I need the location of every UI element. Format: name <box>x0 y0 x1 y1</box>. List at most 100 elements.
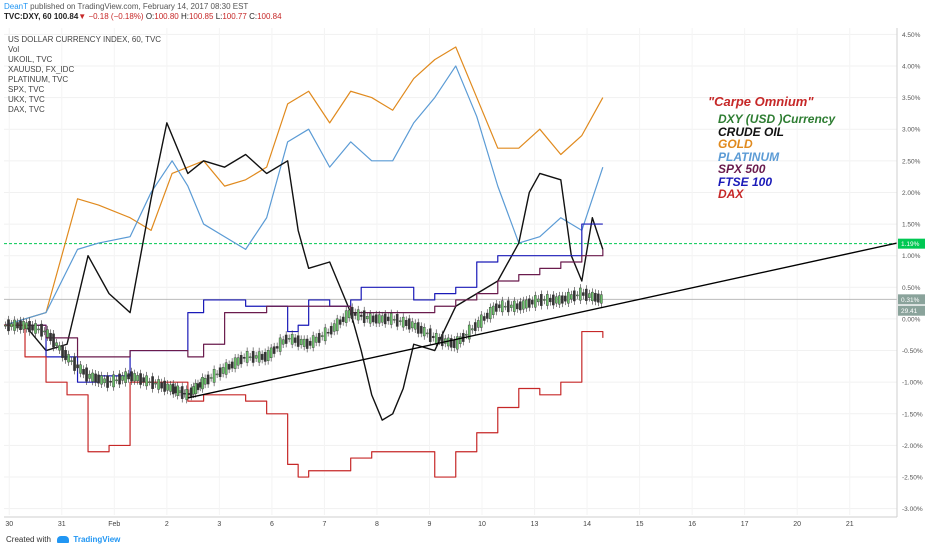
candle-body <box>530 300 534 305</box>
candle-body <box>302 338 306 347</box>
candle-body <box>398 320 402 322</box>
time-axis[interactable]: 30 31 Feb 2 3 6 7 8 9 10 13 14 15 16 17 20 21 <box>4 516 897 528</box>
candle-body <box>416 322 420 334</box>
candle-body <box>40 323 43 337</box>
legend-item-crude-oil: CRUDE OIL <box>718 124 784 139</box>
candle-body <box>543 299 546 301</box>
series-dxy-candles <box>4 284 603 404</box>
candle-body <box>365 316 369 320</box>
price-axis[interactable]: 4.50% 4.00% 3.50% 3.00% 2.50% 2.00% 1.50% 1.00%… <box>896 28 923 517</box>
price-change: −0.18 (−0.18%) <box>88 12 144 21</box>
x-tick-label: 6 <box>270 521 274 528</box>
legend-item-platinum: PLATINUM <box>718 149 780 164</box>
candle-body <box>546 294 549 306</box>
symbol-label[interactable]: TVC:DXY, 60 <box>4 12 52 21</box>
candle-body <box>127 373 130 380</box>
series-list-item[interactable]: UKOIL, TVC <box>8 55 53 64</box>
candle-body <box>192 386 195 395</box>
series-line-spx-500 <box>4 249 604 358</box>
candle-body <box>37 328 40 331</box>
series-list-item[interactable]: PLATINUM, TVC <box>8 75 69 84</box>
last-price: 100.84 <box>53 12 79 21</box>
candle-body <box>221 367 225 374</box>
candle-body <box>251 351 255 363</box>
candle-body <box>224 362 228 375</box>
candle-body <box>85 367 88 382</box>
price-badge-label: 0.31% <box>901 297 920 304</box>
series-list-item[interactable]: DAX, TVC <box>8 105 45 114</box>
candle-body <box>61 345 64 358</box>
candle-body <box>176 385 180 396</box>
candle-body <box>497 304 501 309</box>
candle-body <box>16 322 19 329</box>
low-value: 100.77 <box>222 12 247 21</box>
candle-body <box>588 293 591 298</box>
published-text: published on TradingView.com, February 1… <box>30 2 249 11</box>
publish-line: DeanT published on TradingView.com, Febr… <box>4 2 248 11</box>
y-tick-label: 3.00% <box>902 127 921 134</box>
x-tick-label: Feb <box>108 521 120 528</box>
candle-body <box>473 322 477 331</box>
candle-body <box>248 356 252 359</box>
candle-body <box>431 335 435 339</box>
candle-body <box>476 320 480 328</box>
tradingview-brand-link[interactable]: TradingView <box>73 535 121 544</box>
candle-body <box>305 338 309 349</box>
candle-body <box>449 338 453 348</box>
x-tick-label: 14 <box>583 521 591 528</box>
candle-body <box>323 327 327 342</box>
candle-body <box>359 314 363 317</box>
candle-body <box>500 300 504 313</box>
candle-body <box>7 319 10 332</box>
candle-body <box>413 322 417 330</box>
candle-body <box>180 386 184 399</box>
candle-body <box>112 374 115 388</box>
price-badges: 1.19% 0.31% 29.41 <box>898 238 925 316</box>
candle-body <box>585 288 588 301</box>
candle-body <box>151 376 154 389</box>
candle-body <box>552 294 555 306</box>
candle-body <box>293 337 297 343</box>
candle-body <box>374 314 378 324</box>
y-tick-label: -1.00% <box>902 380 923 387</box>
candle-body <box>58 345 61 351</box>
candle-body <box>350 307 354 320</box>
candle-body <box>368 313 372 324</box>
candle-body <box>425 332 429 335</box>
candle-body <box>212 369 216 383</box>
candle-body <box>491 305 495 315</box>
candle-body <box>49 332 52 342</box>
candle-body <box>171 383 175 395</box>
candle-body <box>452 339 456 348</box>
author-link[interactable]: DeanT <box>4 2 28 11</box>
legend-item-spx: SPX 500 <box>718 162 766 176</box>
series-list-item[interactable]: US DOLLAR CURRENCY INDEX, 60, TVC <box>8 35 162 44</box>
series-list-item[interactable]: UKX, TVC <box>8 95 45 104</box>
candle-body <box>567 291 570 304</box>
candle-body <box>326 332 330 334</box>
candle-body <box>97 374 100 384</box>
x-tick-label: 7 <box>322 521 326 528</box>
candle-body <box>437 337 441 342</box>
candle-body <box>52 333 55 348</box>
candle-body <box>455 336 459 350</box>
y-tick-label: -0.50% <box>902 348 923 355</box>
close-label: C: <box>249 12 258 21</box>
candle-body <box>142 377 145 383</box>
candle-body <box>407 318 411 330</box>
down-arrow-icon: ▼ <box>78 12 87 21</box>
series-list-item[interactable]: XAUUSD, FX_IDC <box>8 65 75 74</box>
candle-body <box>34 323 37 334</box>
legend-title: "Carpe Omnium" <box>708 94 814 109</box>
candle-body <box>281 339 285 345</box>
y-tick-label: 4.50% <box>902 32 921 39</box>
open-value: 100.80 <box>154 12 179 21</box>
candle-body <box>482 316 486 321</box>
series-list-item[interactable]: SPX, TVC <box>8 85 45 94</box>
candle-body <box>275 346 279 349</box>
candle-body <box>564 295 567 302</box>
candle-body <box>527 298 531 308</box>
candle-body <box>91 372 94 382</box>
series-list-item[interactable]: Vol <box>8 45 20 54</box>
candle-body <box>46 329 49 338</box>
